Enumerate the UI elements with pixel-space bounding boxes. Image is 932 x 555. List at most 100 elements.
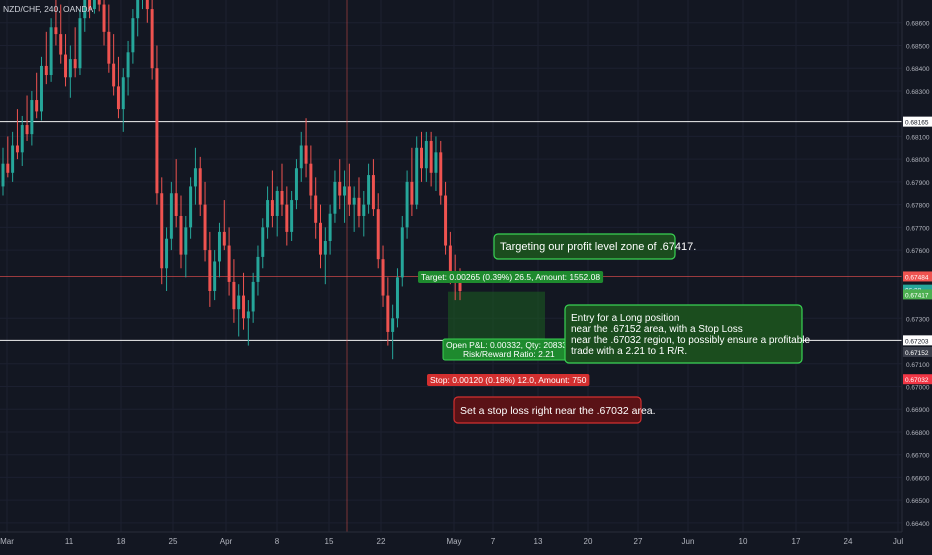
candle-body [410,181,414,205]
candle-body [92,0,96,10]
price-tick-label: 0.67000 [906,384,930,391]
candle-body [444,195,448,246]
candle-body [64,54,68,78]
annotation-target-text: Targeting our profit level zone of .6741… [500,241,696,253]
candle-body [381,259,385,296]
candle-body [15,145,19,153]
candle-body [116,86,120,110]
stop-label: Stop: 0.00120 (0.18%) 12.0, Amount: 750 [430,375,587,385]
annotation-target[interactable]: Targeting our profit level zone of .6741… [493,233,696,260]
candle-body [217,231,221,262]
candle-body [184,227,188,255]
candle-body [102,4,106,32]
candle-body [319,222,322,255]
target-label-box[interactable]: Target: 0.00265 (0.39%) 26.5, Amount: 15… [418,271,604,283]
candle-body [415,147,419,205]
candle-body [54,27,58,35]
time-tick-label: 20 [584,537,593,546]
price-badge [903,335,932,346]
candle-body [261,227,265,257]
time-tick-label: Apr [220,537,233,546]
price-tick-label: 0.67700 [906,225,930,232]
candle-body [6,163,10,173]
time-tick-label: 11 [65,537,74,546]
candle-body [11,145,15,173]
price-badge-label: 0.67417 [905,292,929,299]
price-tick-label: 0.66700 [906,453,930,460]
candle-body [68,59,72,78]
candle-body [333,181,337,214]
candle-body [246,311,250,319]
candle-body [25,125,29,135]
price-axis-background [902,0,932,532]
candle-body [150,9,154,69]
price-tick-label: 0.68300 [906,89,930,96]
pnl-label-box[interactable]: Open P&L: 0.00332, Qty: 208333 Risk/Rewa… [442,338,576,361]
price-tick-label: 0.67100 [906,362,930,369]
price-badge [903,289,932,300]
time-tick-label: 17 [792,537,801,546]
time-tick-label: May [446,537,461,546]
candle-body [391,318,395,332]
price-tick-label: 0.68500 [906,43,930,50]
target-label: Target: 0.00265 (0.39%) 26.5, Amount: 15… [421,272,600,282]
candle-body [362,204,366,216]
price-badge-label: 0.67203 [905,338,929,345]
candle-body [448,245,452,273]
time-tick-label: 15 [325,537,334,546]
candle-body [304,145,308,164]
time-tick-label: 24 [844,537,853,546]
time-tick-label: Jul [893,537,903,546]
candle-body [338,181,342,196]
time-tick-label: 13 [534,537,543,546]
annotation-stop-text: Set a stop loss right near the .67032 ar… [460,405,656,417]
price-badge [903,374,932,385]
candle-body [88,0,92,10]
stop-label-box[interactable]: Stop: 0.00120 (0.18%) 12.0, Amount: 750 [427,374,590,386]
candle-body [367,175,371,205]
candle-body [439,152,443,196]
candle-body [280,190,284,205]
price-tick-label: 0.68600 [906,21,930,28]
candle-body [121,77,125,110]
candle-body [30,100,34,135]
candle-body [290,200,294,232]
candle-body [352,197,356,205]
candle-body [208,250,212,292]
candle-body [232,281,236,310]
price-badge [903,271,932,282]
time-tick-label: 8 [275,537,280,546]
price-badge-label: 0.67032 [905,377,929,384]
price-axis[interactable]: 0.68600 0.68500 0.68400 0.68300 0.68100 0.680… [901,0,932,532]
candle-body [434,152,438,173]
price-badge-label: 0.67152 [905,350,929,357]
candle-body [285,204,289,232]
candle-body [59,34,63,55]
time-tick-label: Jun [682,537,695,546]
candle-body [266,200,270,228]
candle-body [44,65,48,76]
candle-body [251,281,255,312]
price-tick-label: 0.66500 [906,498,930,505]
price-badge-label: 0.68165 [905,120,929,127]
candle-body [347,186,351,205]
annotation-stop[interactable]: Set a stop loss right near the .67032 ar… [453,396,656,424]
annotation-entry[interactable]: Entry for a Long position near the .6715… [564,304,810,364]
candle-body [395,277,399,319]
candle-body [237,295,241,310]
annotation-entry-line-2: near the .67152 area, with a Stop Loss [571,324,743,335]
candle-body [189,186,193,228]
price-tick-label: 0.68100 [906,134,930,141]
time-axis[interactable]: Mar 11 18 25 Apr 8 15 22 May 7 13 20 27 Jun 10 17 24 Jul [0,531,903,546]
long-position-tool[interactable] [448,291,545,380]
candle-body [107,31,111,64]
candles [1,0,462,360]
price-tick-label: 0.67600 [906,248,930,255]
price-tick-label: 0.66600 [906,475,930,482]
candle-body [420,147,424,169]
candle-body [227,245,231,282]
candle-body [400,227,404,278]
candle-body [165,238,169,269]
